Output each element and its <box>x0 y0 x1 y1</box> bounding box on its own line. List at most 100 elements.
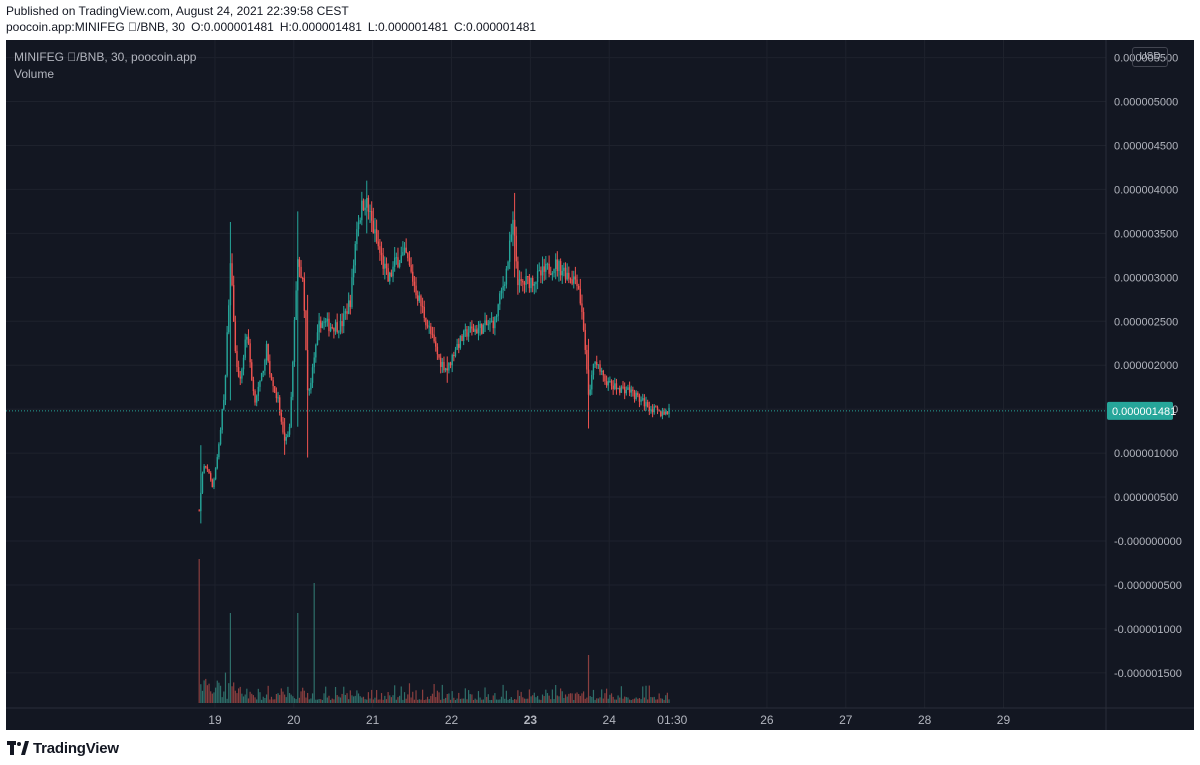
volume-bar <box>205 678 207 703</box>
volume-bar <box>200 684 202 703</box>
candle-body <box>428 326 430 328</box>
candle-body <box>321 322 324 328</box>
volume-bar <box>517 690 519 703</box>
candle-body <box>366 197 368 208</box>
volume-bar <box>507 699 509 703</box>
volume-bar <box>385 699 388 703</box>
price-chart[interactable]: 0.000005500 0.000005000 0.000004500 0.00000… <box>6 40 1194 730</box>
candle-body <box>313 357 315 368</box>
volume-bar <box>492 695 494 703</box>
candle-body <box>510 234 513 241</box>
candle-body <box>292 361 294 397</box>
candle-body <box>208 469 210 474</box>
candle-body <box>380 252 383 256</box>
candle-body <box>512 219 514 235</box>
volume-bar <box>559 688 562 703</box>
candle-body <box>354 244 356 266</box>
candle-body <box>520 279 522 281</box>
candle-body <box>574 276 577 280</box>
volume-bar <box>582 691 585 703</box>
volume-bar <box>364 699 366 703</box>
volume-bar <box>323 693 325 703</box>
time-tick-label: 20 <box>287 713 301 727</box>
volume-bar <box>440 699 442 703</box>
candle-body <box>554 259 557 270</box>
volume-bar <box>284 694 286 703</box>
candle-body <box>418 295 421 301</box>
volume-bar <box>569 693 572 703</box>
volume-bar <box>315 699 317 703</box>
candle-body <box>228 305 230 333</box>
volume-bar <box>379 699 381 703</box>
volume-bar <box>351 695 353 703</box>
candle-body <box>458 343 460 348</box>
volume-bar <box>422 689 424 703</box>
legend-symbol[interactable]: MINIFEG ⃝/BNB, 30, poocoin.app <box>14 50 197 64</box>
candle-body <box>525 276 527 285</box>
candle-body <box>444 368 447 371</box>
volume-bar <box>333 699 335 703</box>
low-label: L: <box>367 20 378 34</box>
candle-body <box>479 323 481 328</box>
candle-body <box>461 335 463 341</box>
candle-body <box>561 270 563 276</box>
volume-bar <box>426 696 429 703</box>
candle-body <box>370 210 373 221</box>
candle-body <box>270 374 273 381</box>
candle-body <box>648 406 651 411</box>
candle-body <box>252 380 255 392</box>
volume-bar <box>458 692 460 703</box>
volume-bar <box>311 693 314 703</box>
candle-body <box>255 395 258 403</box>
candle-body <box>582 312 585 331</box>
legend-volume[interactable]: Volume <box>14 67 55 81</box>
candle-body <box>543 266 545 272</box>
volume-bar <box>632 699 634 703</box>
candle-body <box>205 466 207 468</box>
chart-pane[interactable]: 0.000005500 0.000005000 0.000004500 0.00000… <box>6 40 1194 730</box>
candle-body <box>545 263 547 272</box>
candle-body <box>410 265 412 272</box>
candle-body <box>597 364 600 366</box>
volume-bar <box>556 695 558 703</box>
volume-bar <box>346 693 348 703</box>
candle-body <box>528 276 531 289</box>
volume-bar <box>471 694 473 703</box>
time-tick-label: 28 <box>918 713 932 727</box>
volume-bar <box>648 685 650 703</box>
candle-body <box>591 374 593 390</box>
volume-bar <box>620 686 622 703</box>
volume-bar <box>637 698 639 703</box>
candle-body <box>502 285 504 291</box>
volume-bar <box>627 697 629 703</box>
volume-bar <box>325 686 327 703</box>
candle-body <box>344 311 347 314</box>
candle-body <box>367 197 370 212</box>
volume-bar <box>546 693 549 703</box>
volume-bar <box>564 694 567 703</box>
volume-bar <box>356 690 358 703</box>
volume-bar <box>574 693 576 703</box>
volume-bar <box>468 690 470 703</box>
volume-bar <box>589 696 591 703</box>
volume-bar <box>435 697 437 703</box>
candle-body <box>295 290 297 321</box>
volume-bar <box>259 692 261 703</box>
candle-body <box>651 409 654 413</box>
candle-body <box>352 265 355 278</box>
candle-body <box>389 272 391 282</box>
candle-body <box>416 295 419 301</box>
volume-bar <box>417 699 419 703</box>
tradingview-logo[interactable]: TradingView <box>7 739 119 757</box>
candle-body <box>655 406 657 408</box>
volume-bar <box>443 698 445 703</box>
volume-bar <box>553 699 555 703</box>
candle-body <box>343 313 345 327</box>
volume-bar <box>451 691 453 703</box>
volume-bar <box>400 686 402 703</box>
candle-body <box>232 285 235 322</box>
volume-bar <box>415 690 417 703</box>
currency-button[interactable]: USD <box>1132 47 1168 67</box>
volume-bar <box>625 697 627 703</box>
volume-bar <box>402 699 404 703</box>
